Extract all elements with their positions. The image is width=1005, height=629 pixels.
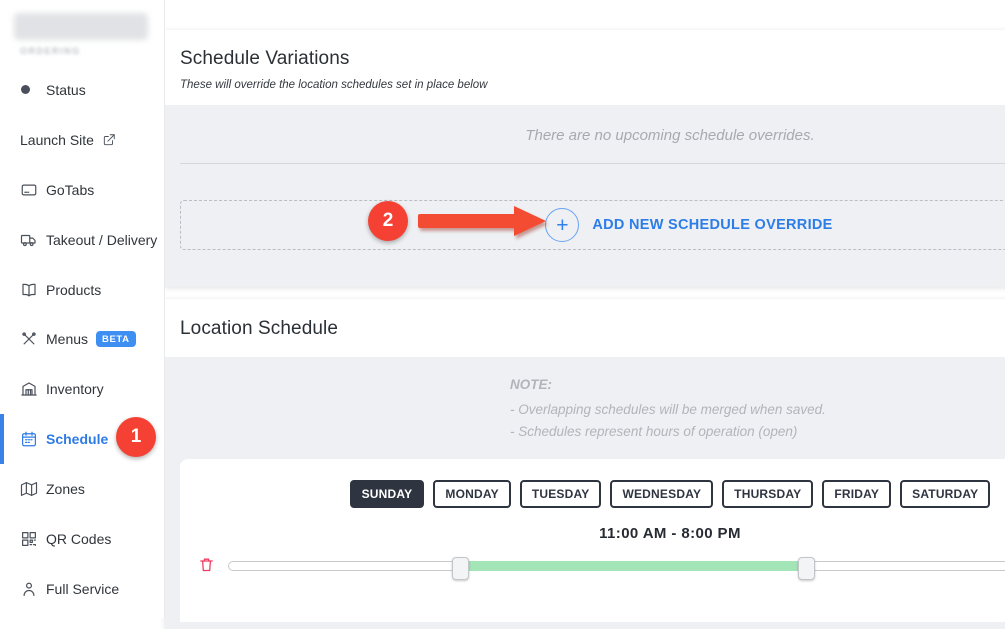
qr-icon	[20, 530, 46, 548]
main-content: Schedule Variations These will override …	[165, 0, 1005, 629]
utensils-icon	[20, 330, 46, 348]
redacted-location-name	[14, 13, 148, 40]
time-slider-selected-range	[463, 561, 803, 571]
sidebar-item-inventory[interactable]: Inventory	[0, 364, 164, 414]
sidebar-item-schedule[interactable]: Schedule	[0, 414, 164, 464]
sidebar-item-gotabs[interactable]: GoTabs	[0, 165, 164, 215]
schedule-slider-row	[180, 550, 1005, 584]
external-link-icon	[102, 133, 116, 147]
sidebar: ORDERING Status Launch Site GoTabs Takeo…	[0, 0, 165, 618]
beta-badge: BETA	[96, 331, 136, 348]
day-tab-sunday[interactable]: SUNDAY	[349, 480, 425, 508]
note-title: NOTE:	[510, 377, 552, 392]
sidebar-item-takeout-delivery[interactable]: Takeout / Delivery	[0, 215, 164, 265]
annotation-arrow	[418, 206, 546, 236]
sidebar-item-status[interactable]: Status	[0, 65, 164, 115]
sidebar-section-label: ORDERING	[20, 46, 81, 56]
slider-handle-end[interactable]	[798, 557, 815, 580]
warehouse-icon	[20, 380, 46, 398]
person-icon	[20, 580, 46, 598]
sidebar-item-launch-site[interactable]: Launch Site	[0, 115, 164, 165]
calendar-icon	[20, 430, 46, 448]
annotation-step-1-badge: 1	[116, 417, 156, 457]
sidebar-item-qr-codes[interactable]: QR Codes	[0, 514, 164, 564]
schedule-variations-header: Schedule Variations These will override …	[165, 30, 1005, 105]
day-schedule-panel: SUNDAY MONDAY TUESDAY WEDNESDAY THURSDAY…	[180, 459, 1005, 622]
day-tab-wednesday[interactable]: WEDNESDAY	[610, 480, 714, 508]
day-tab-tuesday[interactable]: TUESDAY	[519, 480, 602, 508]
delete-schedule-button[interactable]	[198, 555, 215, 574]
add-schedule-override-label: ADD NEW SCHEDULE OVERRIDE	[592, 217, 833, 233]
note-line: - Overlapping schedules will be merged w…	[510, 402, 826, 417]
map-icon	[20, 480, 46, 498]
add-schedule-override-button[interactable]: + ADD NEW SCHEDULE OVERRIDE	[180, 200, 1005, 250]
sidebar-item-menus[interactable]: Menus BETA	[0, 314, 164, 364]
annotation-step-2-badge: 2	[368, 201, 408, 241]
plus-circle-icon: +	[545, 208, 580, 242]
note-line: - Schedules represent hours of operation…	[510, 424, 798, 439]
card-icon	[20, 181, 46, 199]
active-item-indicator	[0, 414, 4, 464]
truck-icon	[20, 231, 46, 249]
location-schedule-body: NOTE: - Overlapping schedules will be me…	[165, 357, 1005, 629]
status-dot-icon	[20, 85, 46, 95]
sidebar-item-full-service[interactable]: Full Service	[0, 564, 164, 614]
schedule-variations-subtitle: These will override the location schedul…	[180, 79, 488, 91]
location-schedule-header: Location Schedule	[165, 299, 1005, 357]
schedule-note: NOTE: - Overlapping schedules will be me…	[510, 377, 830, 443]
day-tabs: SUNDAY MONDAY TUESDAY WEDNESDAY THURSDAY…	[180, 459, 1005, 508]
schedule-variations-card: Schedule Variations These will override …	[165, 30, 1005, 287]
sidebar-item-zones[interactable]: Zones	[0, 464, 164, 514]
location-schedule-title: Location Schedule	[180, 318, 339, 339]
sidebar-nav: Status Launch Site GoTabs Takeout / Deli…	[0, 65, 164, 614]
sidebar-item-products[interactable]: Products	[0, 265, 164, 315]
divider	[180, 163, 1005, 164]
day-tab-saturday[interactable]: SATURDAY	[900, 480, 991, 508]
location-schedule-card: Location Schedule NOTE: - Overlapping sc…	[165, 299, 1005, 629]
slider-handle-start[interactable]	[452, 557, 469, 580]
day-tab-monday[interactable]: MONDAY	[433, 480, 511, 508]
day-tab-friday[interactable]: FRIDAY	[822, 480, 892, 508]
book-icon	[20, 281, 46, 299]
time-range-label: 11:00 AM - 8:00 PM	[599, 525, 741, 542]
schedule-variations-body: There are no upcoming schedule overrides…	[165, 105, 1005, 287]
day-tab-thursday[interactable]: THURSDAY	[722, 480, 814, 508]
empty-overrides-message: There are no upcoming schedule overrides…	[525, 127, 815, 144]
schedule-variations-title: Schedule Variations	[180, 48, 350, 69]
